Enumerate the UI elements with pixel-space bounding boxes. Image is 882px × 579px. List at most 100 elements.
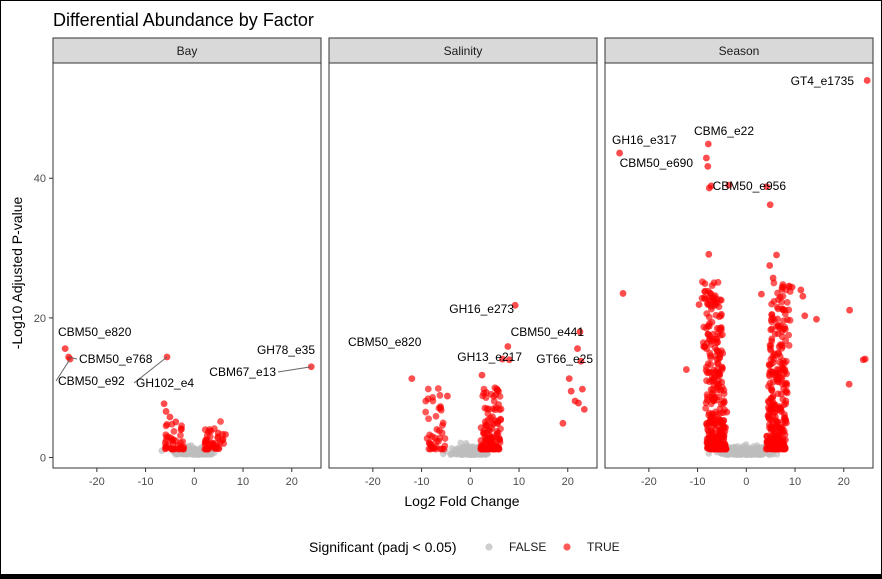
point-significant bbox=[782, 397, 790, 405]
data-point bbox=[505, 356, 513, 364]
point-nonsignificant bbox=[742, 444, 750, 452]
point-significant bbox=[481, 404, 489, 412]
data-point bbox=[704, 140, 712, 148]
point-significant bbox=[774, 289, 781, 297]
x-tick-label: -10 bbox=[414, 476, 430, 488]
legend: Significant (padj < 0.05) FALSE TRUE bbox=[309, 539, 620, 555]
point-significant bbox=[436, 391, 444, 399]
point-significant bbox=[497, 416, 505, 424]
point-significant bbox=[782, 416, 790, 424]
point-significant bbox=[702, 404, 710, 412]
point-significant bbox=[779, 342, 787, 350]
point-nonsignificant bbox=[195, 451, 202, 458]
chart-title: Differential Abundance by Factor bbox=[53, 10, 314, 30]
point-significant bbox=[768, 311, 776, 318]
point-nonsignificant bbox=[750, 450, 758, 457]
point-nonsignificant bbox=[773, 451, 781, 458]
facet-strip-label: Salinity bbox=[444, 44, 483, 58]
legend-label-false: FALSE bbox=[509, 540, 546, 554]
point-significant bbox=[177, 431, 184, 439]
panel-border bbox=[52, 62, 322, 469]
data-point bbox=[705, 250, 713, 258]
point-significant bbox=[714, 444, 722, 452]
point-significant bbox=[210, 442, 218, 450]
point-annotation: GH16_e273 bbox=[449, 302, 514, 316]
point-significant bbox=[426, 440, 433, 447]
data-point bbox=[565, 375, 573, 383]
point-significant bbox=[768, 325, 776, 333]
data-point bbox=[707, 182, 715, 190]
point-significant bbox=[706, 416, 714, 424]
point-significant bbox=[780, 317, 787, 325]
point-significant bbox=[433, 425, 441, 433]
point-significant bbox=[714, 338, 722, 346]
data-point bbox=[559, 419, 567, 427]
data-point bbox=[444, 392, 451, 400]
data-point bbox=[61, 345, 69, 352]
data-point bbox=[499, 355, 506, 363]
point-significant bbox=[701, 343, 709, 351]
point-significant bbox=[771, 330, 779, 338]
x-tick-label: -10 bbox=[690, 476, 706, 488]
y-tick-label: 0 bbox=[40, 453, 46, 465]
point-annotation: CBM50_e768 bbox=[79, 352, 153, 366]
point-significant bbox=[703, 377, 710, 385]
point-significant bbox=[720, 435, 728, 443]
point-significant bbox=[424, 385, 432, 393]
data-point bbox=[725, 181, 733, 189]
data-point bbox=[482, 389, 490, 396]
point-significant bbox=[775, 369, 783, 377]
point-significant bbox=[713, 410, 721, 418]
point-significant bbox=[702, 399, 710, 407]
y-tick-label: 20 bbox=[34, 313, 46, 325]
point-significant bbox=[704, 360, 712, 368]
point-significant bbox=[771, 413, 779, 421]
point-significant bbox=[170, 427, 178, 435]
y-tick-label: 40 bbox=[34, 173, 46, 185]
annotation-connector bbox=[55, 358, 71, 382]
point-nonsignificant bbox=[469, 447, 476, 455]
point-significant bbox=[765, 382, 772, 390]
point-significant bbox=[767, 342, 775, 350]
data-point bbox=[504, 343, 512, 350]
point-significant bbox=[705, 411, 713, 419]
data-point bbox=[511, 301, 519, 309]
point-significant bbox=[767, 355, 775, 363]
point-significant bbox=[490, 437, 497, 444]
point-annotation: GH13_e217 bbox=[457, 350, 522, 364]
data-point bbox=[758, 290, 765, 298]
point-significant bbox=[706, 332, 714, 340]
data-point bbox=[160, 400, 168, 408]
point-significant bbox=[781, 359, 788, 367]
point-annotation: CBM50_e441 bbox=[511, 325, 585, 339]
x-tick-label: 20 bbox=[562, 476, 574, 488]
point-nonsignificant bbox=[206, 451, 214, 458]
point-significant bbox=[704, 426, 712, 434]
x-tick-label: -20 bbox=[641, 476, 657, 488]
point-significant bbox=[703, 310, 711, 318]
point-annotation: CBM50_e820 bbox=[58, 325, 132, 339]
data-point bbox=[619, 290, 627, 297]
point-significant bbox=[422, 408, 430, 416]
facet-strip bbox=[52, 37, 322, 64]
point-significant bbox=[705, 369, 712, 376]
point-significant bbox=[708, 436, 716, 444]
legend-key-false bbox=[485, 543, 493, 551]
point-significant bbox=[177, 443, 184, 451]
x-tick-label: -20 bbox=[365, 476, 381, 488]
point-significant bbox=[708, 318, 716, 326]
x-axis-label: Log2 Fold Change bbox=[404, 493, 519, 509]
data-point bbox=[166, 413, 174, 421]
point-significant bbox=[434, 385, 442, 392]
point-significant bbox=[713, 355, 721, 363]
data-point bbox=[788, 283, 796, 291]
panel-border bbox=[604, 62, 874, 469]
x-tick-label: 20 bbox=[838, 476, 850, 488]
point-significant bbox=[710, 397, 718, 404]
legend-label-true: TRUE bbox=[587, 540, 620, 554]
facet-strip-label: Season bbox=[719, 44, 760, 58]
legend-key-true bbox=[563, 543, 571, 551]
point-significant bbox=[777, 406, 785, 414]
data-point bbox=[845, 380, 853, 388]
point-significant bbox=[483, 428, 491, 436]
